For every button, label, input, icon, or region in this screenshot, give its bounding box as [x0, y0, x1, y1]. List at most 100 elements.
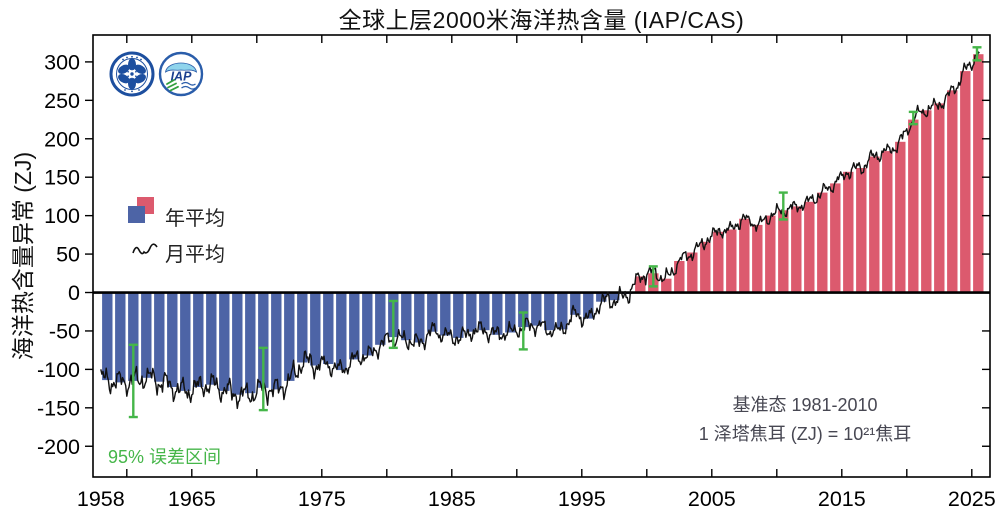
annual-bar [817, 192, 828, 293]
annual-bar [193, 292, 204, 387]
annual-bar [492, 292, 503, 335]
annual-bar [167, 292, 178, 387]
annual-bars [102, 54, 984, 395]
error-bars [128, 46, 982, 419]
annual-bar [765, 215, 776, 293]
annual-bar [414, 292, 425, 343]
svg-text:1958: 1958 [77, 487, 125, 511]
annual-bar [232, 292, 243, 395]
annual-bar [531, 292, 542, 326]
svg-text:-50: -50 [49, 319, 80, 343]
svg-text:-200: -200 [37, 435, 80, 459]
annual-bar [271, 292, 282, 390]
baseline-note-line1: 基准态 1981-2010 [732, 395, 878, 415]
annual-bar [453, 292, 464, 338]
annual-bar [128, 292, 139, 381]
svg-text:250: 250 [44, 89, 80, 113]
annual-bar [973, 54, 984, 293]
svg-text:1995: 1995 [558, 487, 606, 511]
annual-bar [518, 292, 529, 328]
svg-text:2015: 2015 [818, 487, 866, 511]
annual-bar [843, 171, 854, 293]
annual-bar [674, 261, 685, 293]
annual-bar [141, 292, 152, 378]
annual-bar [557, 292, 568, 330]
annual-bar [934, 103, 945, 293]
annual-bar [804, 201, 815, 293]
annual-bar [427, 292, 438, 332]
annual-bar [960, 71, 971, 293]
plot-frame [92, 34, 991, 478]
annual-bar [102, 292, 113, 381]
annual-bar [921, 110, 932, 293]
legend-monthly-label: 月平均 [165, 244, 225, 266]
iap-logo-icon: IAP [158, 51, 204, 97]
annual-bar [336, 292, 347, 371]
svg-text:1985: 1985 [428, 487, 476, 511]
annual-bar [245, 292, 256, 394]
svg-text:2005: 2005 [688, 487, 736, 511]
annual-bar [778, 210, 789, 293]
iap-logo-text: IAP [171, 70, 193, 84]
svg-text:-150: -150 [37, 396, 80, 420]
annual-bar [713, 231, 724, 293]
svg-text:1965: 1965 [168, 487, 216, 511]
annual-bar [440, 292, 451, 336]
baseline-note-line2: 1 泽塔焦耳 (ZJ) = 10²¹焦耳 [698, 424, 912, 444]
axis-tick-labels: 300 250 200 150 100 50 0 -50 -100 -150 -200 1958 196… [37, 50, 996, 511]
annual-bar [375, 292, 386, 345]
annual-bar [115, 292, 126, 383]
annual-bar [570, 292, 581, 315]
svg-text:150: 150 [44, 166, 80, 190]
annual-bar [882, 151, 893, 293]
cas-logo-icon [109, 51, 155, 97]
annual-bar [830, 183, 841, 293]
annual-bar [479, 292, 490, 331]
annual-bar [258, 292, 269, 388]
annual-bar [947, 90, 958, 293]
legend-annual-label: 年平均 [165, 208, 225, 230]
annual-bar [635, 276, 646, 293]
baseline-note: 基准态 1981-2010 1 泽塔焦耳 (ZJ) = 10²¹焦耳 [620, 391, 990, 449]
annual-bar [687, 252, 698, 293]
annual-bar [362, 292, 373, 356]
annual-bar [596, 292, 607, 302]
annual-bar [869, 156, 880, 293]
svg-text:-100: -100 [37, 358, 80, 382]
annual-bar [180, 292, 191, 391]
svg-text:2025: 2025 [948, 487, 996, 511]
annual-bar [895, 141, 906, 293]
svg-text:50: 50 [56, 243, 80, 267]
annual-bar [583, 292, 594, 319]
svg-text:0: 0 [68, 281, 80, 305]
annual-bar [505, 292, 516, 333]
annual-bar [908, 119, 919, 293]
svg-text:300: 300 [44, 50, 80, 74]
annual-bar [401, 292, 412, 341]
annual-bar [206, 292, 217, 385]
legend-monthly-line-icon [132, 243, 158, 255]
annual-bar [544, 292, 555, 331]
svg-text:200: 200 [44, 127, 80, 151]
annual-bar [661, 278, 672, 293]
annual-bar [739, 218, 750, 293]
svg-text:100: 100 [44, 204, 80, 228]
annual-bar [609, 292, 620, 301]
annual-bar [466, 292, 477, 332]
chart-title: 全球上层2000米海洋热含量 (IAP/CAS) [338, 7, 745, 33]
annual-bar [700, 241, 711, 293]
annual-bar [310, 292, 321, 366]
annual-bar [297, 292, 308, 363]
y-axis-title: 海洋热含量异常 (ZJ) [10, 151, 36, 361]
monthly-line [100, 51, 980, 410]
annual-bar [726, 229, 737, 293]
legend-annual-negative-swatch [128, 206, 145, 223]
annual-bar [856, 168, 867, 293]
svg-text:1975: 1975 [298, 487, 346, 511]
annual-bar [752, 224, 763, 293]
axis-ticks [85, 35, 990, 477]
annual-bar [154, 292, 165, 382]
annual-bar [284, 292, 295, 381]
